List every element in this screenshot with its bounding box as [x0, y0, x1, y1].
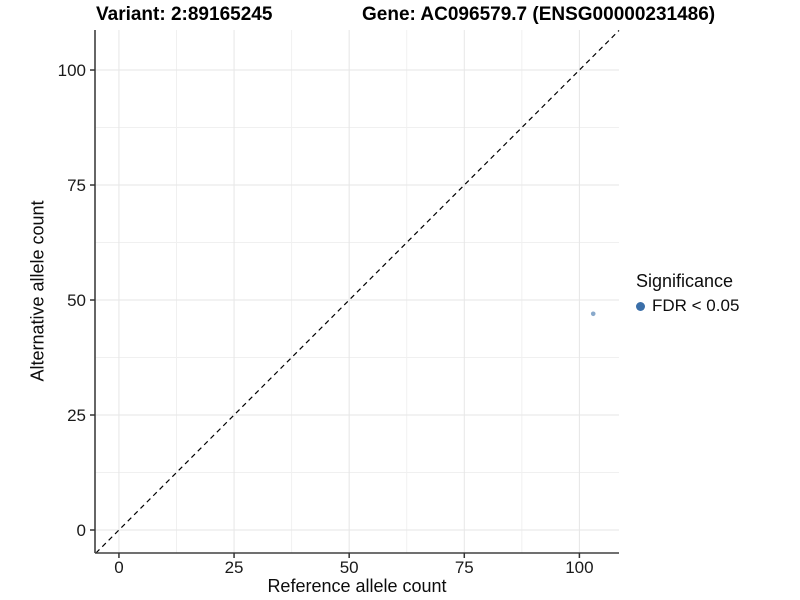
x-tick-label: 75: [455, 558, 474, 577]
x-tick-label: 0: [114, 558, 123, 577]
x-tick-label: 100: [565, 558, 593, 577]
y-axis-label: Alternative allele count: [27, 200, 48, 382]
y-tick-label: 75: [67, 176, 86, 195]
y-tick-label: 25: [67, 406, 86, 425]
y-tick-label: 100: [58, 61, 86, 80]
x-axis-label: Reference allele count: [267, 576, 447, 596]
legend: Significance FDR < 0.05: [636, 271, 739, 316]
y-tick-label: 0: [77, 521, 86, 540]
chart-title-variant: Variant: 2:89165245: [96, 4, 273, 25]
legend-title: Significance: [636, 271, 734, 291]
data-point: [590, 311, 596, 317]
legend-item: FDR < 0.05: [636, 296, 739, 316]
x-tick-label: 25: [225, 558, 244, 577]
legend-item-label: FDR < 0.05: [652, 296, 740, 315]
chart-title-gene: Gene: AC096579.7 (ENSG00000231486): [362, 4, 716, 25]
legend-point-icon: [636, 301, 645, 311]
identity-line: [95, 30, 620, 554]
x-tick-label: 50: [340, 558, 359, 577]
y-tick-label: 50: [67, 291, 86, 310]
